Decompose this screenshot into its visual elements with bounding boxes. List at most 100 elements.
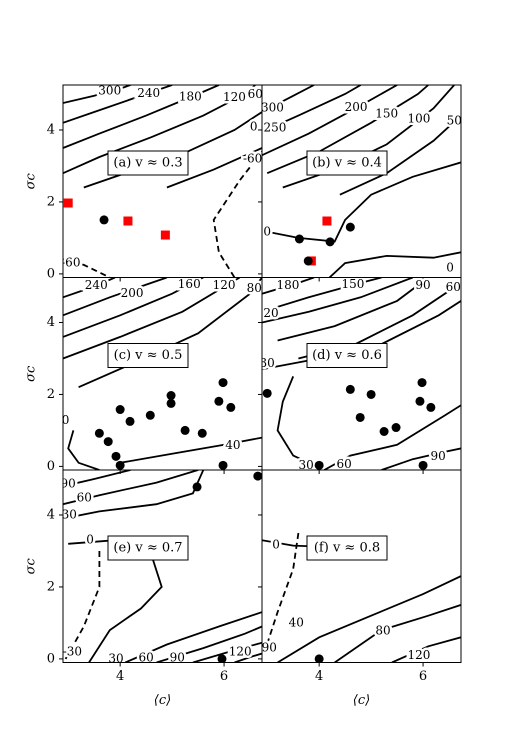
contour-label: 60 — [138, 651, 153, 665]
contour-line — [266, 85, 429, 175]
contour-line — [234, 652, 262, 663]
marker — [99, 215, 109, 225]
contour-label: 120 — [223, 90, 246, 104]
contour-label: 0 — [272, 537, 280, 551]
panel-title: (f) v ≈ 0.8 — [314, 541, 380, 556]
contour-label: 30 — [299, 458, 314, 472]
contour-line — [323, 404, 461, 470]
panel-title: (c) v ≈ 0.5 — [114, 348, 183, 363]
contour-label: 60 — [446, 280, 461, 294]
marker — [103, 437, 113, 447]
contour-label: 180 — [277, 278, 300, 292]
contour-label: 60 — [248, 87, 263, 101]
contour-line — [63, 85, 173, 124]
contour-label: 120 — [213, 278, 236, 292]
contour-line — [64, 551, 101, 660]
marker — [366, 389, 376, 399]
title-box — [306, 535, 388, 561]
y-axis-label: σc — [24, 365, 39, 382]
marker — [325, 237, 335, 247]
y-tick-label: 2 — [47, 194, 55, 209]
contour-line — [339, 114, 461, 196]
marker — [123, 216, 133, 226]
marker — [94, 428, 104, 438]
contour-line — [166, 147, 262, 189]
y-tick-label: 0 — [47, 459, 55, 474]
title-box — [306, 343, 388, 368]
y-tick-label: 4 — [47, 507, 55, 522]
marker — [197, 428, 207, 438]
contour-line — [282, 85, 455, 189]
contour-label: 120 — [229, 645, 252, 659]
y-tick-label: 4 — [47, 122, 55, 137]
title-box — [306, 150, 388, 176]
contour-line — [262, 85, 362, 133]
title-box — [107, 343, 189, 368]
contour-label: -60 — [243, 151, 262, 165]
contour-line — [63, 85, 220, 149]
panel: 240 200 160 120 80 0 40 — [62, 277, 262, 470]
contour-label: 30 — [62, 507, 77, 521]
contour-line — [263, 532, 300, 652]
x-tick-label: 6 — [220, 669, 228, 684]
contour-label: 200 — [121, 286, 144, 300]
contour-line — [120, 436, 262, 464]
contour-label: -90 — [258, 641, 277, 655]
contour-label: 240 — [85, 278, 108, 292]
x-tick-label: 4 — [315, 669, 323, 684]
x-tick-label: 6 — [419, 669, 427, 684]
y-tick-label: 2 — [47, 579, 55, 594]
contour-line — [78, 277, 262, 389]
contour-line — [277, 575, 461, 663]
contour-label: 240 — [137, 86, 160, 100]
axes-frame — [261, 469, 462, 663]
contour-label: 150 — [341, 277, 364, 291]
panel: 180 150 90 60 120 30 30 60 90 — [260, 277, 461, 472]
marker — [145, 410, 155, 420]
axes-frame — [62, 469, 263, 663]
marker — [180, 425, 190, 435]
contour-line — [63, 277, 241, 360]
contour-line — [262, 85, 398, 157]
contour-line — [63, 258, 111, 278]
marker — [253, 471, 262, 481]
contour-label: 90 — [61, 477, 76, 491]
contour-label: 0 — [62, 413, 70, 427]
marker — [262, 388, 272, 398]
contour-line — [277, 277, 429, 342]
marker — [111, 451, 121, 461]
marker — [314, 460, 324, 470]
panel-title: (b) v ≈ 0.4 — [312, 156, 382, 171]
panel: 300 250 200 150 100 50 0 0 — [261, 85, 461, 278]
contour-line — [63, 470, 131, 488]
marker — [345, 384, 355, 394]
contour-line — [262, 277, 315, 295]
marker — [345, 222, 355, 232]
contour-label: 30 — [260, 356, 275, 370]
marker — [314, 654, 324, 663]
title-box — [107, 150, 189, 176]
marker — [355, 412, 365, 422]
contour-label: 180 — [179, 89, 202, 103]
marker — [426, 402, 436, 412]
marker — [115, 405, 125, 415]
marker — [125, 416, 135, 426]
marker — [415, 396, 425, 406]
contour-line — [391, 636, 461, 663]
contour-label: 300 — [261, 101, 284, 115]
contour-label: 0 — [86, 532, 94, 546]
marker — [418, 460, 428, 470]
marker — [303, 256, 313, 266]
panel-title: (e) v ≈ 0.7 — [113, 541, 182, 556]
contour-label: 250 — [264, 120, 287, 134]
contour-line — [63, 85, 131, 104]
contour-label: 40 — [225, 438, 240, 452]
contour-line — [67, 430, 100, 470]
contour-label: 150 — [375, 106, 398, 120]
contour-label: 100 — [407, 112, 430, 126]
contour-label: 90 — [170, 651, 185, 665]
panel-title: (a) v ≈ 0.3 — [113, 156, 182, 171]
contour-label: 60 — [77, 491, 92, 505]
